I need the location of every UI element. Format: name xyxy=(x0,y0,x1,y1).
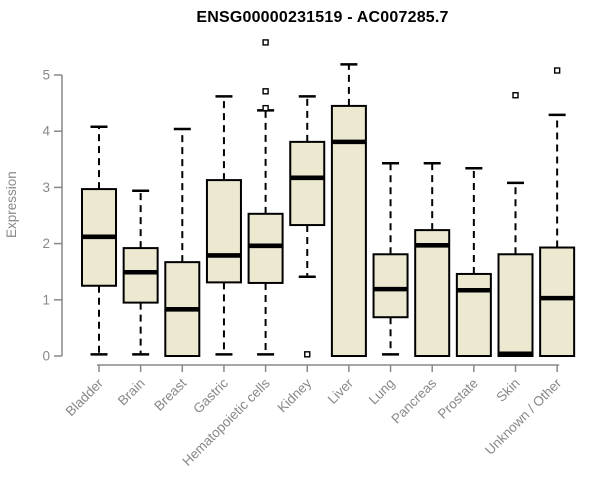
outlier-skin-0 xyxy=(512,92,519,99)
box-prostate xyxy=(455,272,492,357)
y-tick-label-3: 3 xyxy=(42,180,50,195)
y-tick-label-1: 1 xyxy=(42,292,50,307)
x-tick-label-prostate: Prostate xyxy=(435,376,481,422)
x-tick-label-lung: Lung xyxy=(366,376,398,408)
box-lung xyxy=(372,253,409,319)
box-unknown-other xyxy=(539,246,576,357)
x-tick-label-unknown-other: Unknown / Other xyxy=(482,375,565,458)
x-tick-label-pancreas: Pancreas xyxy=(388,375,439,426)
y-tick-label-4: 4 xyxy=(42,124,50,139)
box-kidney xyxy=(289,140,326,227)
outlier-hematopoietic-cells-2 xyxy=(262,39,269,46)
outlier-unknown-other-0 xyxy=(553,67,561,74)
box-brain xyxy=(122,247,159,304)
x-tick-label-kidney: Kidney xyxy=(275,375,315,415)
box-pancreas xyxy=(414,229,451,357)
x-tick-label-gastric: Gastric xyxy=(190,375,231,416)
x-tick-label-breast: Breast xyxy=(151,375,189,413)
x-tick-label-liver: Liver xyxy=(325,375,357,407)
x-tick-label-bladder: Bladder xyxy=(63,375,107,419)
chart-title: ENSG00000231519 - AC007285.7 xyxy=(196,9,449,26)
y-tick-label-5: 5 xyxy=(42,68,50,83)
box-hematopoietic-cells xyxy=(247,212,284,284)
x-tick-label-skin: Skin xyxy=(493,376,522,405)
y-tick-label-2: 2 xyxy=(42,236,50,251)
outlier-hematopoietic-cells-1 xyxy=(262,88,269,95)
outlier-hematopoietic-cells-0 xyxy=(262,104,269,112)
box-skin xyxy=(497,253,534,357)
box-liver xyxy=(330,104,367,357)
box-gastric xyxy=(205,179,242,284)
y-tick-label-0: 0 xyxy=(42,349,50,364)
x-tick-label-brain: Brain xyxy=(115,376,148,409)
outlier-kidney-0 xyxy=(304,351,311,358)
